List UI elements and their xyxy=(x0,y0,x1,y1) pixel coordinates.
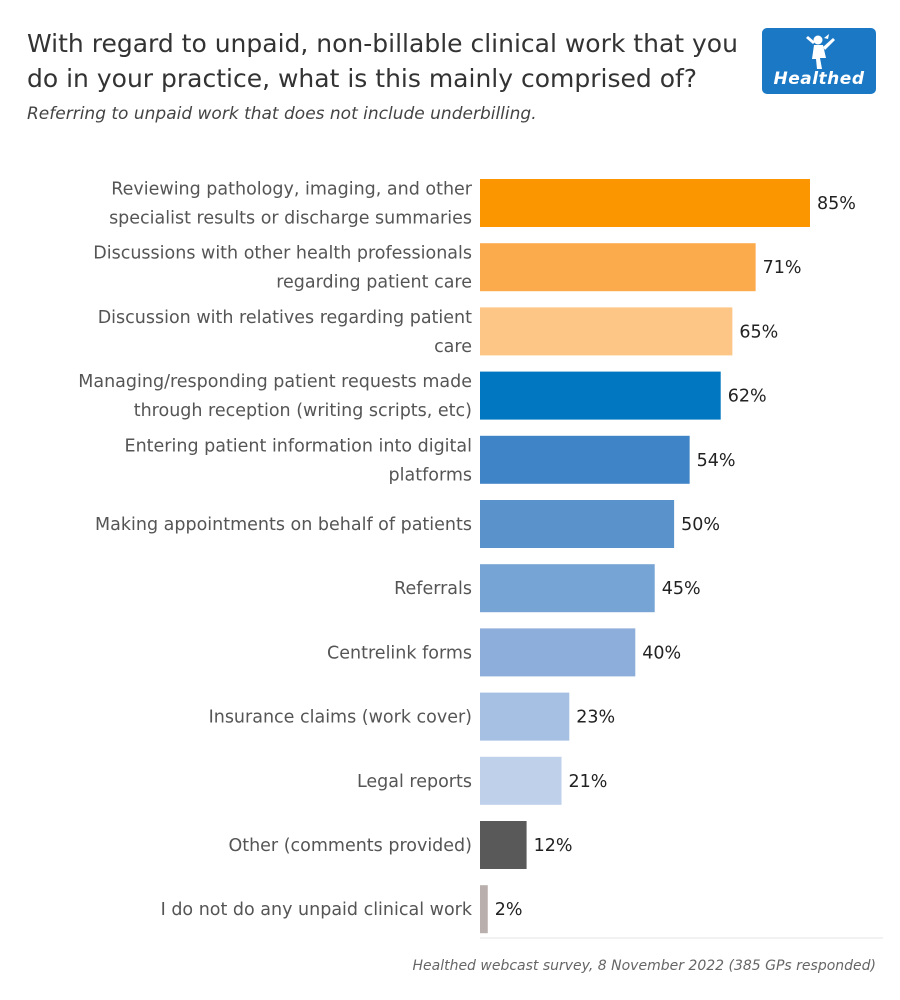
value-label: 54% xyxy=(697,451,736,471)
chart-title: With regard to unpaid, non-billable clin… xyxy=(27,29,738,93)
bar xyxy=(480,885,488,934)
bar-row: 23% Insurance claims (work cover) xyxy=(209,692,615,741)
category-label: through reception (writing scripts, etc) xyxy=(134,401,472,421)
bar-row: 2% I do not do any unpaid clinical work xyxy=(161,885,523,934)
value-label: 40% xyxy=(642,643,681,663)
bar xyxy=(480,692,570,741)
category-label: specialist results or discharge summarie… xyxy=(109,209,472,229)
bar-row: 12% Other (comments provided) xyxy=(228,821,572,869)
bar xyxy=(480,179,810,227)
category-label: care xyxy=(434,337,472,357)
category-label: Legal reports xyxy=(357,772,472,792)
bar xyxy=(480,628,636,677)
value-label: 12% xyxy=(534,836,573,856)
bar-row: 85% Reviewing pathology, imaging, and oth… xyxy=(109,179,856,229)
bar-row: 21% Legal reports xyxy=(357,756,608,805)
bar-row: 40% Centrelink forms xyxy=(327,628,681,677)
value-label: 23% xyxy=(576,708,615,728)
bar-row: 71% Discussions with other health profess… xyxy=(93,243,802,293)
category-label: Insurance claims (work cover) xyxy=(209,708,472,728)
value-label: 50% xyxy=(681,515,720,535)
bar xyxy=(480,243,756,292)
chart-subtitle: Referring to unpaid work that does not i… xyxy=(27,104,537,124)
category-label: Discussions with other health profession… xyxy=(93,244,472,264)
category-label: Reviewing pathology, imaging, and other xyxy=(111,180,473,200)
category-label: Centrelink forms xyxy=(327,643,472,663)
value-label: 2% xyxy=(495,900,523,920)
bar xyxy=(480,371,721,420)
category-label: Managing/responding patient requests mad… xyxy=(78,372,472,392)
bar xyxy=(480,435,690,484)
value-label: 21% xyxy=(569,772,608,792)
category-label: Discussion with relatives regarding pati… xyxy=(98,308,472,328)
bar-row: 45% Referrals xyxy=(394,564,701,613)
category-label: Other (comments provided) xyxy=(228,836,472,856)
bar xyxy=(480,564,655,613)
bar-row: 50% Making appointments on behalf of pati… xyxy=(95,500,720,548)
hermes-figure-icon xyxy=(806,34,835,69)
bar-row: 62% Managing/responding patient requests … xyxy=(78,371,767,421)
bar xyxy=(480,821,527,869)
bar xyxy=(480,307,733,356)
bar xyxy=(480,500,675,548)
value-label: 85% xyxy=(817,194,856,214)
bar-row: 65% Discussion with relatives regarding p… xyxy=(98,307,778,357)
value-label: 45% xyxy=(662,579,701,599)
category-label: Entering patient information into digita… xyxy=(125,436,472,456)
value-label: 65% xyxy=(739,322,778,342)
bar xyxy=(480,756,562,805)
category-label: platforms xyxy=(389,465,472,485)
category-label: I do not do any unpaid clinical work xyxy=(161,900,473,920)
category-label: Referrals xyxy=(394,579,472,599)
logo-text: Healthed xyxy=(773,69,865,89)
category-label: regarding patient care xyxy=(276,273,472,293)
value-label: 71% xyxy=(763,258,802,278)
healthed-logo: Healthed xyxy=(762,28,876,94)
category-label: Making appointments on behalf of patient… xyxy=(95,515,472,535)
bar-row: 54% Entering patient information into dig… xyxy=(125,435,736,485)
source-note: Healthed webcast survey, 8 November 2022… xyxy=(412,958,876,974)
bar-chart: 85% Reviewing pathology, imaging, and oth… xyxy=(78,179,883,939)
value-label: 62% xyxy=(728,387,767,407)
